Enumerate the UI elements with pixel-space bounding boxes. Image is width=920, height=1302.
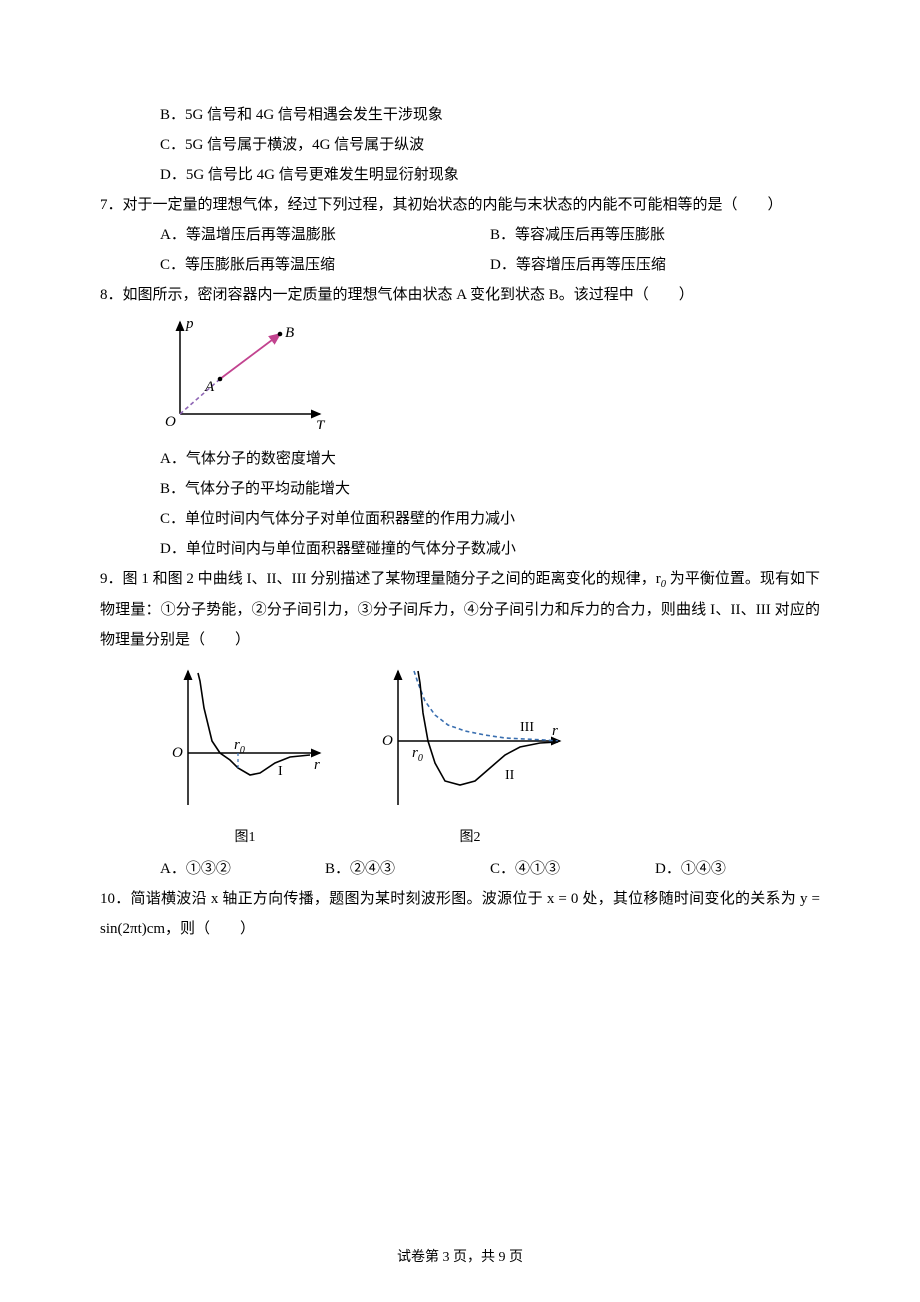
q9-option-b: B．②④③ [325,854,490,884]
svg-text:r: r [314,757,320,773]
svg-text:O: O [382,733,393,749]
q9-stem: 9．图 1 和图 2 中曲线 I、II、III 分别描述了某物理量随分子之间的距… [100,564,820,655]
svg-text:A: A [204,379,215,395]
svg-text:p: p [185,316,194,332]
q9-option-a: A．①③② [160,854,325,884]
svg-text:r0: r0 [412,745,423,764]
q8-option-d: D．单位时间内与单位面积器壁碰撞的气体分子数减小 [100,534,820,564]
q6-option-b: B．5G 信号和 4G 信号相遇会发生干涉现象 [100,100,820,130]
q6-option-c: C．5G 信号属于横波，4G 信号属于纵波 [100,130,820,160]
svg-text:III: III [520,720,534,735]
q9-options: A．①③② B．②④③ C．④①③ D．①④③ [100,854,820,884]
svg-text:II: II [505,768,515,783]
q8-option-a: A．气体分子的数密度增大 [100,444,820,474]
svg-text:r: r [552,723,558,739]
q7-option-d: D．等容增压后再等压压缩 [490,250,820,280]
svg-text:T: T [316,418,326,429]
q9-option-c: C．④①③ [490,854,655,884]
q7-option-a: A．等温增压后再等温膨胀 [160,220,490,250]
svg-text:O: O [172,745,183,761]
q6-option-d: D．5G 信号比 4G 信号更难发生明显衍射现象 [100,160,820,190]
q8-figure: Op T A B [160,314,820,440]
q7-option-b: B．等容减压后再等压膨胀 [490,220,820,250]
q9-figure-1-wrap: Orr0I 图1 [160,663,330,852]
q10-stem: 10．简谐横波沿 x 轴正方向传播，题图为某时刻波形图。波源位于 x = 0 处… [100,884,820,944]
potential-curve-1: Orr0I [160,663,330,813]
q9-caption-2: 图2 [370,824,570,852]
q9-stem-part1: 9．图 1 和图 2 中曲线 I、II、III 分别描述了某物理量随分子之间的距… [100,571,661,587]
svg-text:I: I [278,764,283,779]
svg-text:B: B [285,325,294,341]
q9-caption-1: 图1 [160,824,330,852]
pv-diagram: Op T A B [160,314,330,429]
q7-option-c: C．等压膨胀后再等温压缩 [160,250,490,280]
page-footer: 试卷第 3 页，共 9 页 [0,1244,920,1272]
q9-option-d: D．①④③ [655,854,820,884]
exam-page: B．5G 信号和 4G 信号相遇会发生干涉现象 C．5G 信号属于横波，4G 信… [0,0,920,1302]
q9-figures: Orr0I 图1 Orr0IIIII 图2 [160,663,820,852]
force-curves-2: Orr0IIIII [370,663,570,813]
svg-text:O: O [165,414,176,429]
q8-stem: 8．如图所示，密闭容器内一定质量的理想气体由状态 A 变化到状态 B。该过程中（… [100,280,820,310]
q7-options: A．等温增压后再等温膨胀 B．等容减压后再等压膨胀 C．等压膨胀后再等温压缩 D… [100,220,820,280]
q9-figure-2-wrap: Orr0IIIII 图2 [370,663,570,852]
q7-stem: 7．对于一定量的理想气体，经过下列过程，其初始状态的内能与末状态的内能不可能相等… [100,190,820,220]
q8-option-c: C．单位时间内气体分子对单位面积器壁的作用力减小 [100,504,820,534]
q8-option-b: B．气体分子的平均动能增大 [100,474,820,504]
